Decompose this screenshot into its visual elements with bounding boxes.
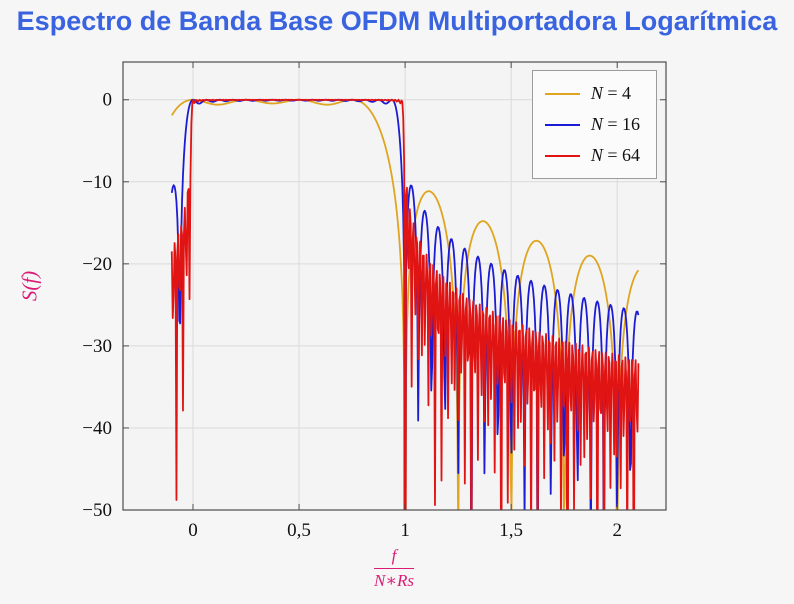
legend-label: N = 4 bbox=[590, 83, 631, 103]
x-axis-label: f N∗Rs bbox=[374, 546, 414, 590]
x-tick-label: 2 bbox=[612, 520, 622, 541]
x-axis-label-numerator: f bbox=[374, 546, 414, 569]
axis-frame bbox=[122, 61, 667, 511]
legend: N = 4 N = 16 N = 64 bbox=[531, 70, 657, 179]
legend-line-sample bbox=[544, 154, 580, 157]
chart-title: Espectro de Banda Base OFDM Multiportado… bbox=[16, 6, 778, 36]
legend-line-sample bbox=[544, 92, 580, 95]
y-tick-label: −50 bbox=[82, 500, 112, 521]
y-axis-label: S(f) bbox=[17, 270, 42, 302]
y-tick-label: 0 bbox=[103, 90, 113, 111]
y-tick-label: −40 bbox=[82, 418, 112, 439]
legend-label: N = 16 bbox=[590, 114, 640, 134]
legend-item: N = 64 bbox=[544, 140, 640, 171]
y-tick-label: −20 bbox=[82, 254, 112, 275]
legend-item: N = 4 bbox=[544, 78, 640, 109]
legend-line-sample bbox=[544, 123, 580, 126]
legend-label: N = 64 bbox=[590, 145, 640, 165]
x-tick-label: 0,5 bbox=[287, 520, 311, 541]
series-line-N64 bbox=[170, 98, 640, 510]
y-tick-label: −30 bbox=[82, 336, 112, 357]
x-tick-label: 0 bbox=[188, 520, 198, 541]
x-tick-label: 1 bbox=[400, 520, 410, 541]
x-tick-label: 1,5 bbox=[499, 520, 523, 541]
y-tick-label: −10 bbox=[82, 172, 112, 193]
legend-item: N = 16 bbox=[544, 109, 640, 140]
x-axis-label-denominator: N∗Rs bbox=[374, 570, 414, 590]
